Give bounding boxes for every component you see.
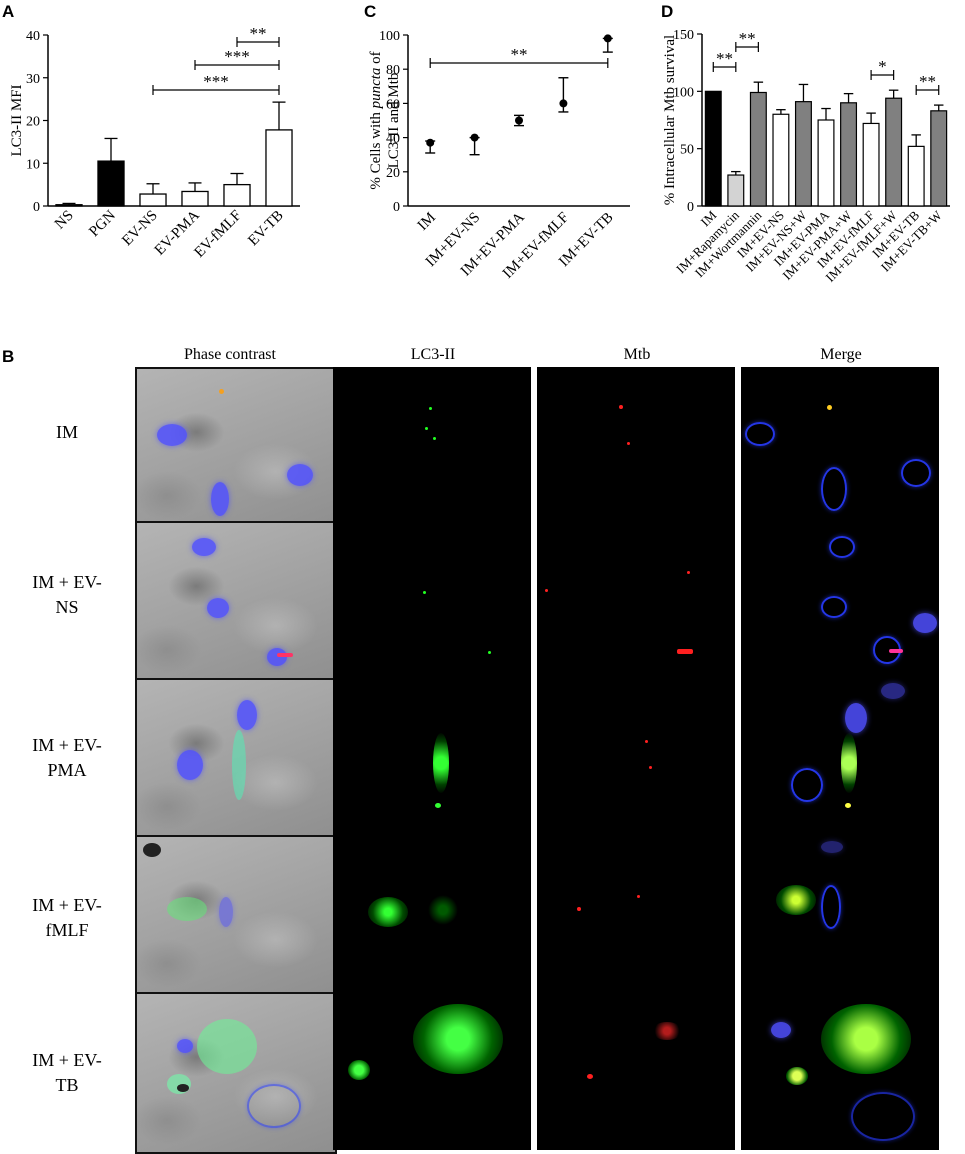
chart-d-significance-label: ** — [919, 72, 936, 91]
bar-im-ev-tb-w — [930, 110, 948, 207]
chart-d-ytick-label: 50 — [680, 143, 694, 158]
chart-a-xtick-label: EV-NS — [119, 208, 161, 250]
row-label-ev-ns: IM + EV- NS — [32, 572, 102, 617]
bar-im-ev-tb — [907, 145, 925, 207]
row-label-ev-fmlf: IM + EV-fMLF — [32, 895, 102, 940]
chart-c-ylabel: % Cells with puncta of — [368, 51, 384, 189]
column-header-mtb: Mtb — [623, 346, 651, 363]
chart-a-ytick-label: 10 — [26, 157, 40, 172]
bar-im-wortmannin — [749, 91, 767, 207]
chart-a-significance-label: *** — [203, 72, 229, 91]
point-im-ev-pma — [515, 116, 523, 125]
chart-d-ytick-label: 100 — [673, 85, 694, 100]
bar-pgn — [97, 160, 125, 207]
micrograph-ev-ns-phase — [135, 521, 337, 683]
chart-a-significance-label: ** — [250, 24, 267, 43]
chart-c-xtick-label: IM — [415, 210, 439, 234]
chart-d-ytick-label: 150 — [673, 28, 694, 43]
micrograph-ev-tb-merge — [741, 992, 939, 1150]
micrograph-ev-fmlf-mtb — [537, 835, 735, 993]
bar-im-ev-ns — [772, 113, 790, 207]
point-im-ev-fmlf — [559, 99, 568, 108]
chart-c-ytick-label: 100 — [379, 29, 400, 44]
bar-im — [704, 90, 722, 207]
bar-ev-tb — [265, 129, 293, 207]
panel-letter-c: C — [364, 2, 377, 21]
micrograph-ev-pma-lc3 — [333, 678, 531, 836]
point-im-ev-tb — [603, 34, 612, 43]
micrograph-ev-tb-phase — [135, 992, 337, 1154]
bar-im-ev-pma-w — [840, 102, 858, 207]
micrograph-ev-pma-merge — [741, 678, 939, 836]
micrograph-ev-ns-mtb — [537, 521, 735, 679]
chart-a-xtick-label: EV-TB — [245, 208, 287, 250]
chart-a-significance-label: *** — [224, 47, 250, 66]
micrograph-ev-pma-mtb — [537, 678, 735, 836]
bar-ev-ns — [139, 193, 167, 207]
chart-c-ytick-label: 20 — [386, 166, 400, 181]
chart-c-ytick-label: 60 — [386, 97, 400, 112]
panel-letter-d: D — [661, 2, 674, 21]
chart-c-significance-label: ** — [511, 45, 528, 64]
micrograph-ev-ns-merge — [741, 521, 939, 679]
chart-d-ytick-label: 0 — [687, 200, 694, 215]
micrograph-ev-tb-mtb — [537, 992, 735, 1150]
bar-ev-fmlf — [223, 183, 251, 207]
micrograph-im-mtb — [537, 367, 735, 525]
chart-c-ytick-label: 40 — [386, 132, 400, 147]
row-label-ev-pma: IM + EV- PMA — [32, 735, 102, 780]
panel-letter-b: B — [2, 347, 15, 366]
chart-c-ytick-label: 80 — [386, 63, 400, 78]
chart-c-ytick-label: 0 — [393, 200, 400, 215]
chart-d-significance-label: ** — [716, 49, 733, 68]
column-header-merge: Merge — [820, 346, 862, 363]
panel-letter-a: A — [2, 2, 15, 21]
point-im — [426, 138, 435, 147]
micrograph-ev-fmlf-lc3 — [333, 835, 531, 993]
chart-a-ytick-label: 30 — [26, 72, 40, 87]
chart-c-ylabel-line2: LC3-II and Mtb — [386, 73, 402, 169]
micrograph-ev-pma-phase — [135, 678, 337, 840]
row-label-ev-tb: IM + EV- TB — [32, 1050, 102, 1095]
chart-d-significance-label: * — [878, 57, 887, 76]
micrograph-im-phase — [135, 367, 337, 529]
row-label-im: IM — [56, 422, 78, 442]
micrograph-im-lc3 — [333, 367, 531, 525]
micrograph-ev-ns-lc3 — [333, 521, 531, 679]
chart-d-ylabel: % Intracellular Mtb survival — [662, 35, 678, 205]
chart-a-xtick-label: PGN — [86, 207, 119, 240]
micrograph-ev-fmlf-merge — [741, 835, 939, 993]
column-header-lc3-ii: LC3-II — [410, 346, 456, 363]
chart-d-significance-label: ** — [739, 29, 756, 48]
chart-a-ytick-label: 40 — [26, 29, 40, 44]
chart-a-ytick-label: 20 — [26, 115, 40, 130]
micrograph-ev-tb-lc3 — [333, 992, 531, 1150]
chart-c-puncta-cells: 0 20 40 60 80 100 % Cells with puncta ofLC3-II… — [368, 29, 630, 282]
bar-ns — [55, 204, 83, 207]
micrograph-im-merge — [741, 367, 939, 525]
bar-im-ev-pma — [817, 119, 835, 207]
chart-a-ylabel: LC3-II MFI — [9, 84, 25, 156]
bar-im-ev-fmlf — [862, 122, 880, 207]
column-header-phase-contrast: Phase contrast — [184, 346, 276, 363]
chart-a-xtick-label: NS — [52, 208, 77, 233]
micrograph-ev-fmlf-phase — [135, 835, 337, 997]
bar-im-ev-ns-w — [794, 101, 812, 207]
bar-ev-pma — [181, 190, 209, 207]
chart-a-ytick-label: 0 — [33, 200, 40, 215]
bar-im-ev-fmlf-w — [885, 97, 903, 207]
bar-im-rapamycin — [727, 174, 745, 207]
point-im-ev-ns — [470, 133, 479, 142]
